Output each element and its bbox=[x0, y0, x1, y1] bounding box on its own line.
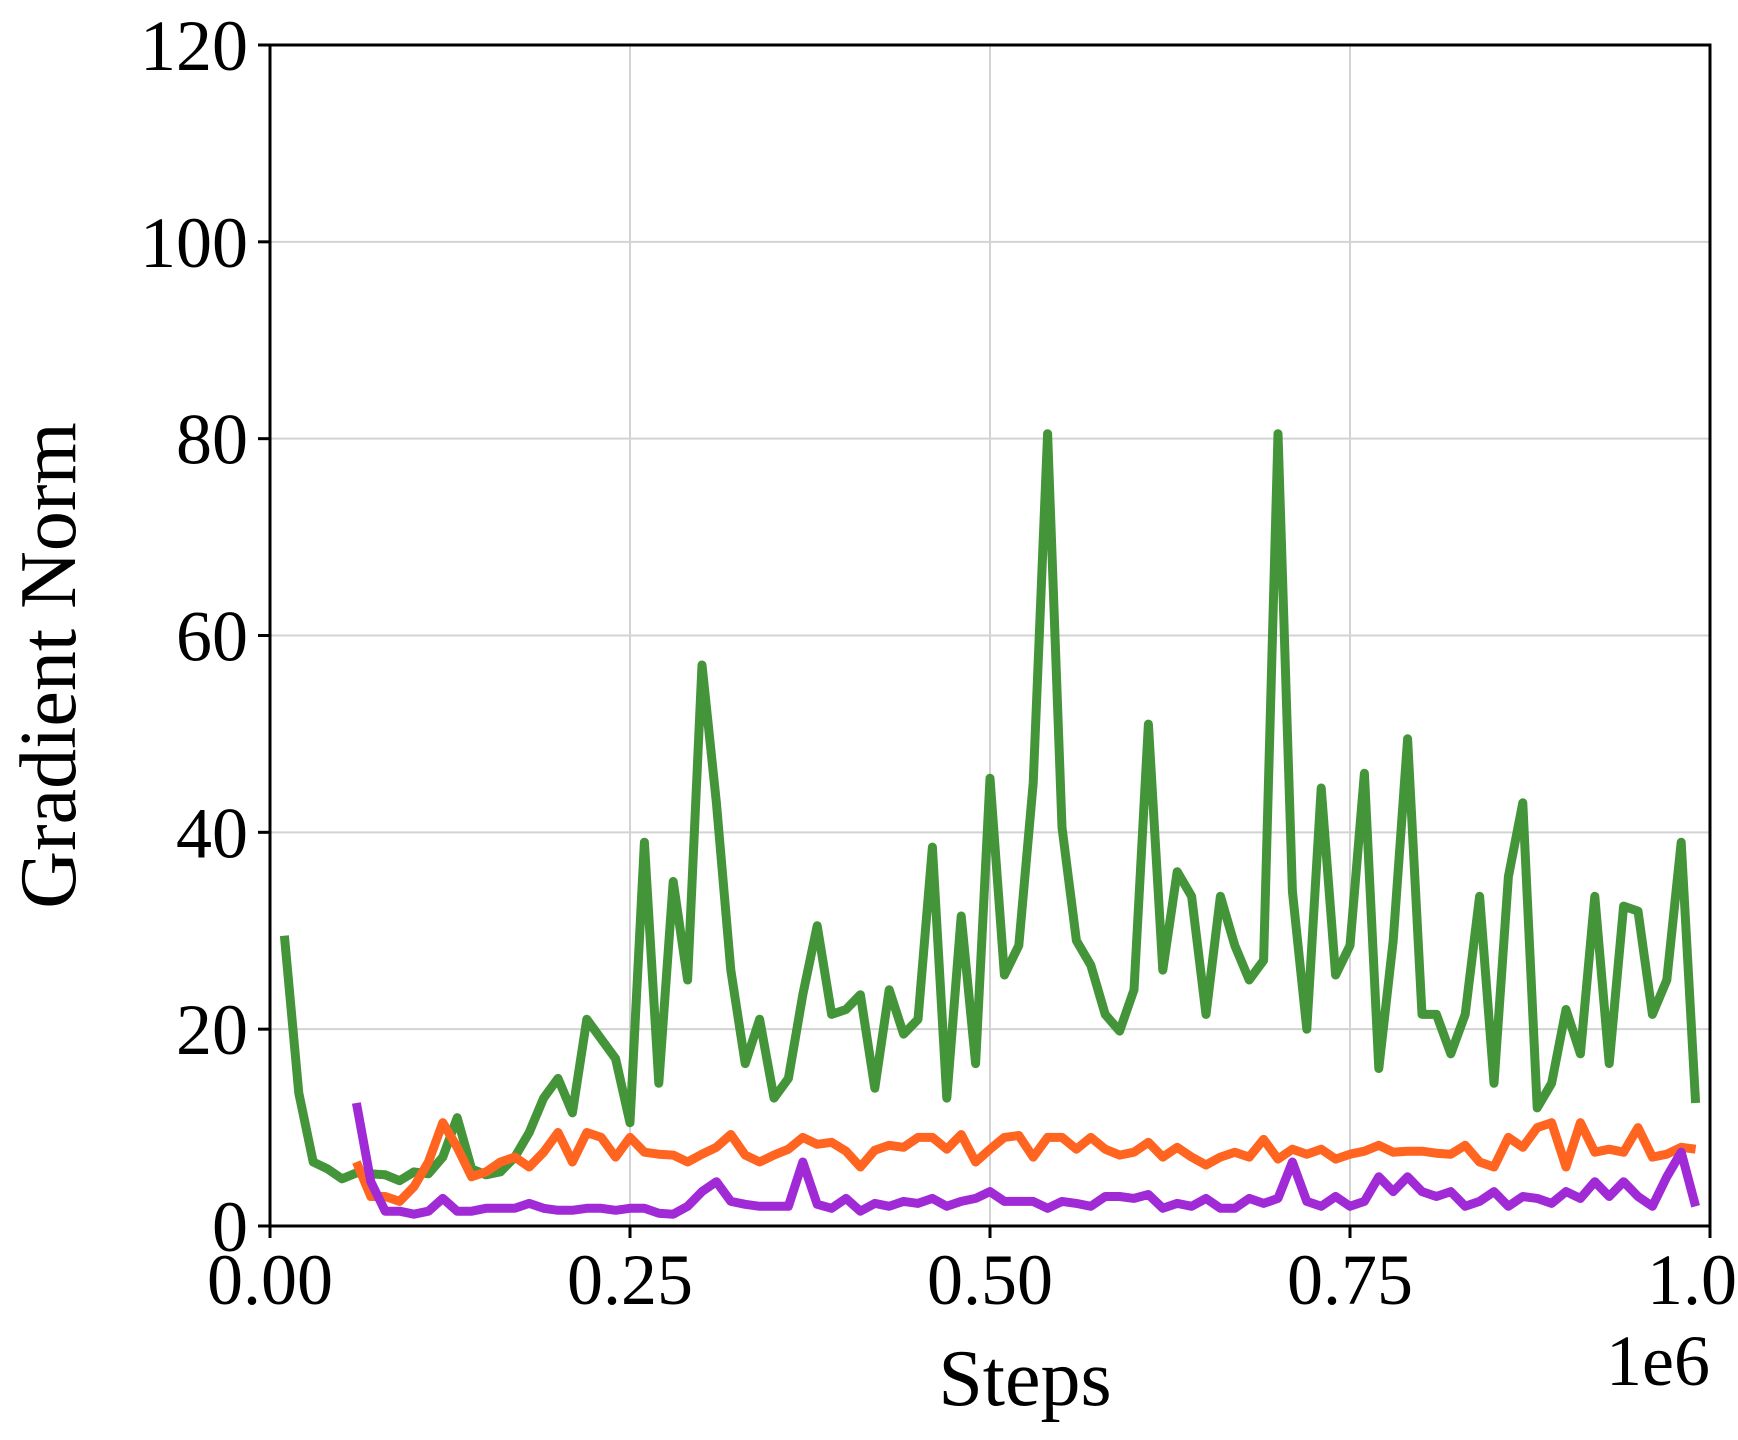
y-tick-label: 100 bbox=[140, 203, 248, 283]
axis-tick-labels: 0.00 0.25 0.50 0.75 1.00 0 20 40 60 80 100 120 bbox=[140, 6, 1738, 1320]
axis-ticks bbox=[258, 43, 1712, 1238]
x-tick-label: 0.00 bbox=[207, 1240, 333, 1320]
y-tick-label: 120 bbox=[140, 6, 248, 86]
y-tick-label: 20 bbox=[176, 990, 248, 1070]
series-line-2 bbox=[352, 1118, 1697, 1206]
y-tick-label: 40 bbox=[176, 793, 248, 873]
series-line-3 bbox=[351, 1102, 1700, 1219]
x-tick-label: 0.75 bbox=[1287, 1240, 1413, 1320]
y-axis-title: Gradient Norm bbox=[5, 422, 93, 909]
series-line-1 bbox=[279, 429, 1701, 1186]
x-axis-title: Steps bbox=[938, 1335, 1111, 1423]
x-tick-label: 0.50 bbox=[927, 1240, 1053, 1320]
x-tick-label: 1.00 bbox=[1647, 1240, 1738, 1320]
x-tick-label: 0.25 bbox=[567, 1240, 693, 1320]
y-tick-label: 60 bbox=[176, 597, 248, 677]
y-tick-label: 80 bbox=[176, 400, 248, 480]
x-axis-offset-label: 1e6 bbox=[1606, 1321, 1710, 1401]
series-lines bbox=[279, 429, 1701, 1219]
y-tick-label: 0 bbox=[212, 1187, 248, 1267]
